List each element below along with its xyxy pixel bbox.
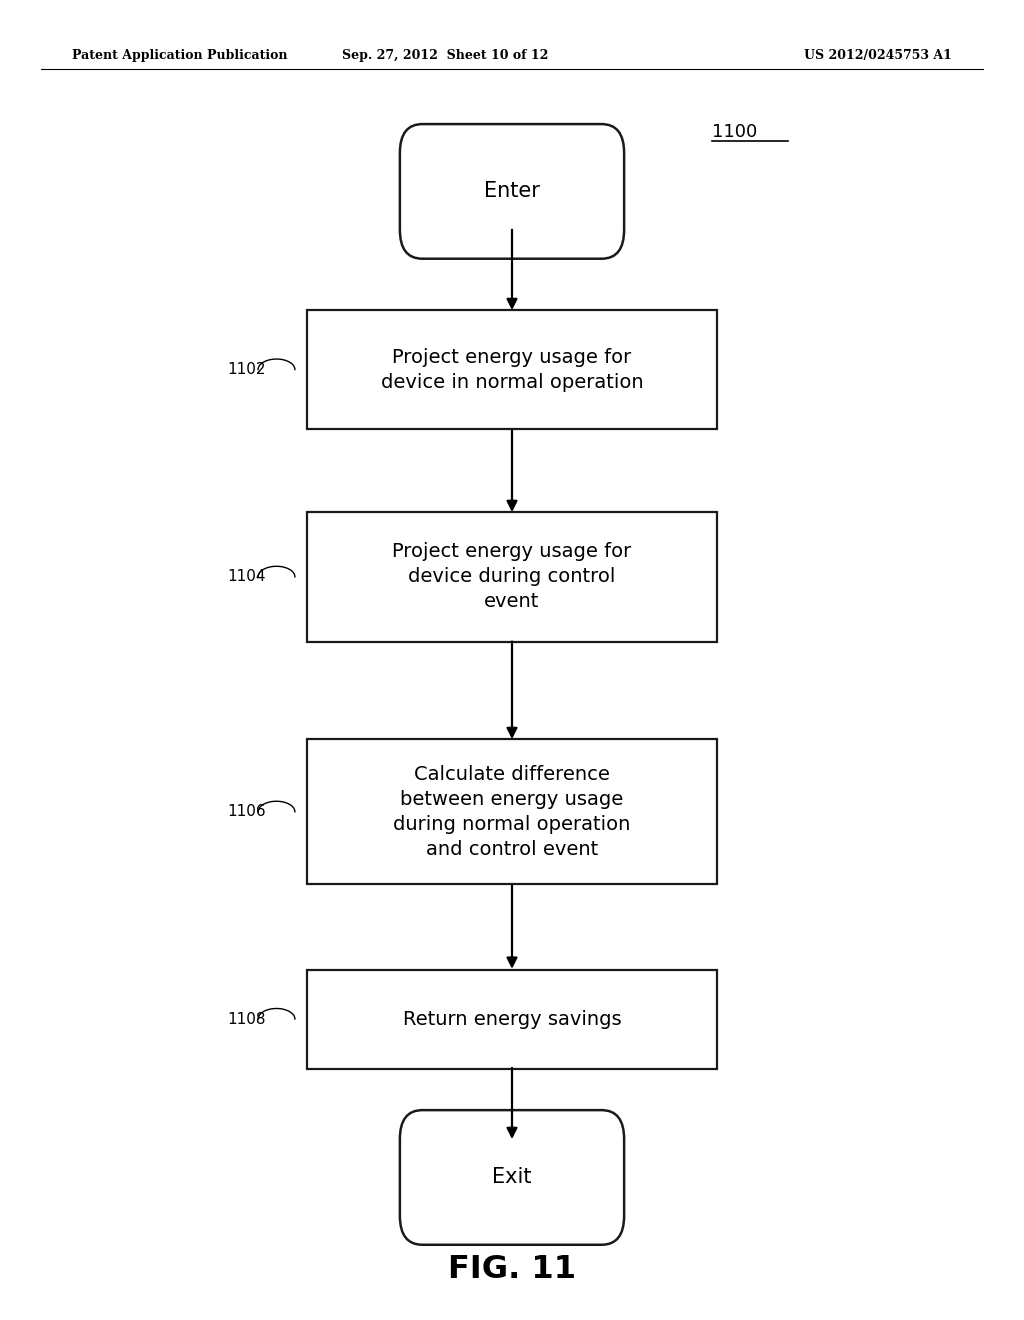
FancyBboxPatch shape bbox=[399, 124, 624, 259]
Text: 1104: 1104 bbox=[227, 569, 266, 585]
Text: Project energy usage for
device in normal operation: Project energy usage for device in norma… bbox=[381, 347, 643, 392]
Text: Return energy savings: Return energy savings bbox=[402, 1010, 622, 1028]
Text: Sep. 27, 2012  Sheet 10 of 12: Sep. 27, 2012 Sheet 10 of 12 bbox=[342, 49, 549, 62]
Text: FIG. 11: FIG. 11 bbox=[447, 1254, 577, 1286]
FancyBboxPatch shape bbox=[307, 969, 717, 1069]
Text: Calculate difference
between energy usage
during normal operation
and control ev: Calculate difference between energy usag… bbox=[393, 764, 631, 859]
Text: 1102: 1102 bbox=[227, 362, 266, 378]
FancyBboxPatch shape bbox=[399, 1110, 624, 1245]
FancyBboxPatch shape bbox=[307, 310, 717, 429]
FancyBboxPatch shape bbox=[307, 512, 717, 642]
FancyBboxPatch shape bbox=[307, 739, 717, 884]
Text: Patent Application Publication: Patent Application Publication bbox=[72, 49, 287, 62]
Text: Enter: Enter bbox=[484, 181, 540, 202]
Text: 1106: 1106 bbox=[227, 804, 266, 820]
Text: Exit: Exit bbox=[493, 1167, 531, 1188]
Text: 1108: 1108 bbox=[227, 1011, 266, 1027]
Text: Project energy usage for
device during control
event: Project energy usage for device during c… bbox=[392, 543, 632, 611]
Text: US 2012/0245753 A1: US 2012/0245753 A1 bbox=[805, 49, 952, 62]
Text: 1100: 1100 bbox=[712, 123, 757, 141]
